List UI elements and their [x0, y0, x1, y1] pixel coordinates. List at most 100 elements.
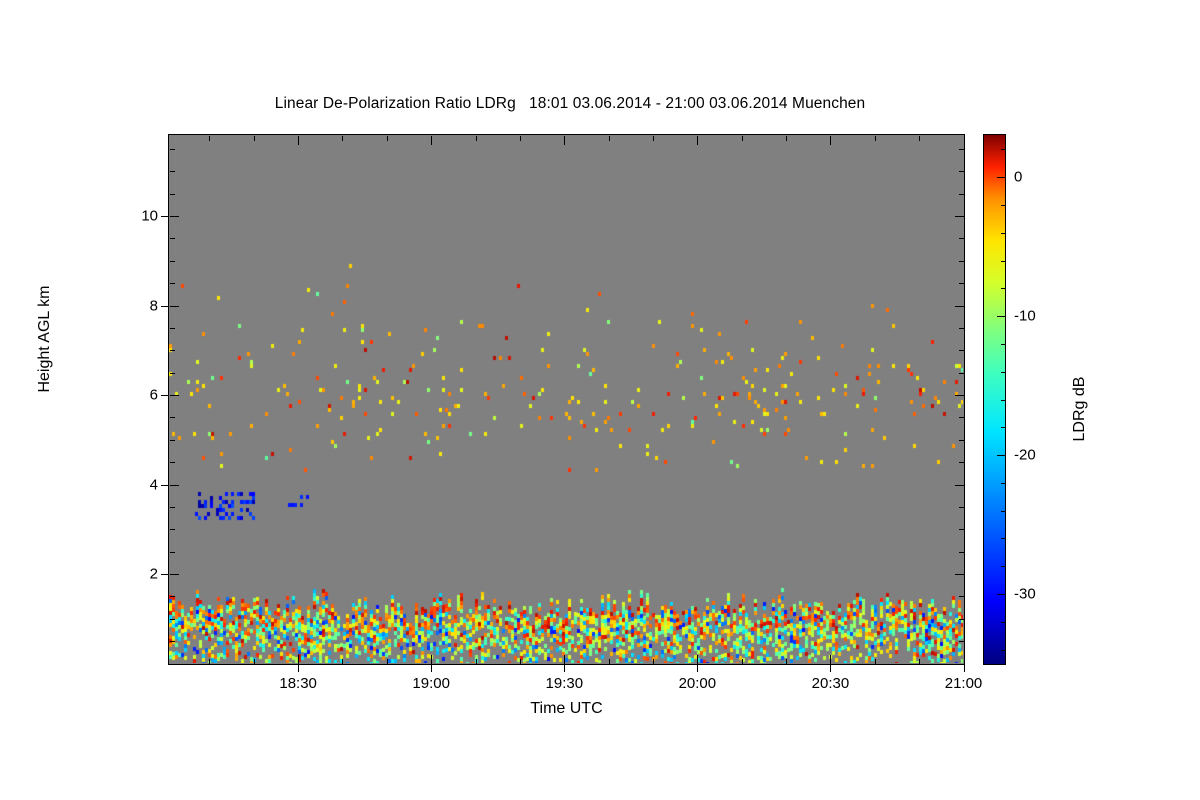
tick-mark — [958, 506, 964, 508]
tick-mark — [161, 305, 168, 307]
tick-mark — [169, 663, 175, 665]
tick-mark — [918, 658, 920, 664]
tick-mark — [652, 658, 654, 664]
tick-mark — [958, 170, 964, 172]
tick-mark — [297, 654, 299, 664]
tick-mark — [386, 135, 388, 141]
y-tick-label: 10 — [141, 207, 158, 225]
tick-mark — [696, 665, 698, 672]
colorbar-tick-label: -20 — [1014, 446, 1036, 464]
tick-mark — [169, 170, 175, 172]
tick-mark — [169, 394, 179, 396]
tick-mark — [430, 654, 432, 664]
tick-mark — [475, 658, 477, 664]
tick-mark — [519, 135, 521, 141]
tick-mark — [958, 595, 964, 597]
tick-mark — [475, 135, 477, 141]
tick-mark — [341, 658, 343, 664]
tick-mark — [169, 193, 175, 195]
tick-mark — [958, 372, 964, 374]
tick-mark — [169, 640, 175, 642]
tick-mark — [958, 416, 964, 418]
tick-mark — [161, 394, 168, 396]
plot-area[interactable] — [168, 134, 965, 665]
tick-mark — [208, 135, 210, 141]
tick-mark — [741, 658, 743, 664]
tick-mark — [958, 237, 964, 239]
tick-mark — [161, 215, 168, 217]
colorbar-tick-mark — [996, 593, 1005, 595]
colorbar-tick-mark — [1000, 649, 1005, 651]
colorbar-tick-mark — [1000, 232, 1005, 234]
colorbar-tick-mark — [1000, 565, 1005, 567]
tick-mark — [874, 658, 876, 664]
colorbar-tick-mark — [1000, 621, 1005, 623]
tick-mark — [696, 135, 698, 145]
x-tick-label: 18:30 — [279, 675, 317, 692]
tick-mark — [696, 654, 698, 664]
tick-mark — [958, 640, 964, 642]
colorbar-tick-mark — [1000, 371, 1005, 373]
colorbar-tick-mark — [996, 176, 1005, 178]
tick-mark — [430, 665, 432, 672]
tick-mark — [741, 135, 743, 141]
tick-mark — [169, 327, 175, 329]
colorbar[interactable] — [983, 134, 1006, 665]
colorbar-tick-mark — [996, 315, 1005, 317]
tick-mark — [169, 551, 175, 553]
tick-mark — [169, 215, 179, 217]
tick-mark — [161, 484, 168, 486]
tick-mark — [608, 135, 610, 141]
tick-mark — [169, 305, 179, 307]
colorbar-tick-mark — [1000, 510, 1005, 512]
tick-mark — [169, 260, 175, 262]
x-axis-title: Time UTC — [530, 700, 603, 717]
y-axis-title: Height AGL km — [36, 285, 53, 393]
tick-mark — [958, 528, 964, 530]
x-tick-label: 19:00 — [412, 675, 450, 692]
tick-mark — [958, 663, 964, 665]
chart-title: Linear De-Polarization Ratio LDRg 18:01 … — [274, 95, 866, 112]
tick-mark — [954, 484, 964, 486]
colorbar-tick-label: 0 — [1014, 168, 1023, 186]
colorbar-tick-mark — [1000, 482, 1005, 484]
colorbar-gradient — [984, 135, 1005, 664]
tick-mark — [785, 135, 787, 141]
colorbar-tick-mark — [1000, 148, 1005, 150]
y-tick-label: 4 — [149, 476, 158, 494]
tick-mark — [430, 135, 432, 145]
y-tick-label: 8 — [149, 297, 158, 315]
tick-mark — [341, 135, 343, 141]
tick-mark — [954, 573, 964, 575]
tick-mark — [169, 595, 175, 597]
tick-mark — [958, 439, 964, 441]
tick-mark — [169, 528, 175, 530]
tick-mark — [652, 135, 654, 141]
heatmap-canvas — [169, 135, 963, 663]
colorbar-tick-mark — [1000, 399, 1005, 401]
tick-mark — [954, 394, 964, 396]
y-tick-label: 2 — [149, 565, 158, 583]
tick-mark — [169, 506, 175, 508]
tick-mark — [874, 135, 876, 141]
colorbar-tick-mark — [1000, 537, 1005, 539]
tick-mark — [253, 135, 255, 141]
tick-mark — [785, 658, 787, 664]
colorbar-tick-label: -30 — [1014, 585, 1036, 603]
tick-mark — [958, 551, 964, 553]
tick-mark — [958, 282, 964, 284]
tick-mark — [169, 282, 175, 284]
tick-mark — [954, 305, 964, 307]
colorbar-tick-mark — [1000, 287, 1005, 289]
tick-mark — [829, 665, 831, 672]
tick-mark — [386, 658, 388, 664]
tick-mark — [563, 135, 565, 145]
tick-mark — [169, 461, 175, 463]
tick-mark — [208, 658, 210, 664]
x-tick-label: 20:30 — [811, 675, 850, 692]
tick-mark — [563, 665, 565, 672]
tick-mark — [169, 349, 175, 351]
tick-mark — [958, 327, 964, 329]
tick-mark — [958, 349, 964, 351]
